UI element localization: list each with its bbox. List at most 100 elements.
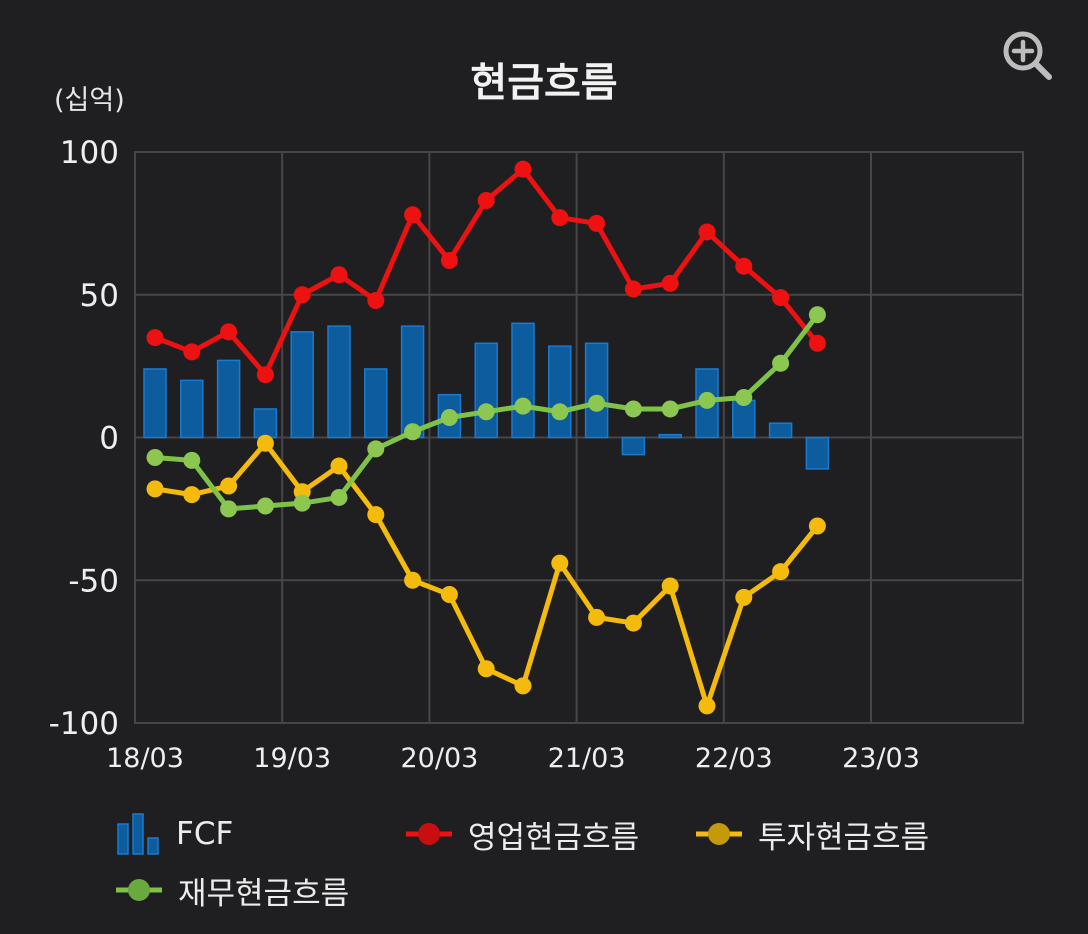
financing-point — [661, 400, 679, 418]
financing-point — [293, 494, 311, 512]
operating-point — [772, 289, 790, 307]
fcf-bar — [216, 359, 241, 439]
legend-label-fcf: FCF — [176, 816, 234, 852]
fcf-bar — [474, 342, 498, 439]
operating-point — [183, 343, 201, 361]
financing-point — [404, 423, 422, 441]
legend-label-investing: 투자현금흐름 — [758, 819, 930, 856]
fcf-bar — [400, 325, 425, 439]
x-tick-label: 22/03 — [695, 743, 773, 774]
investing-point — [183, 486, 201, 504]
investing-point — [256, 434, 274, 452]
x-tick-label: 18/03 — [106, 743, 184, 774]
investing-point — [551, 554, 569, 572]
fcf-bar — [548, 345, 572, 439]
y-tick-label: 50 — [80, 278, 119, 314]
operating-point — [440, 251, 458, 269]
y-tick-label: 100 — [60, 135, 119, 171]
line-legend-icon — [116, 879, 162, 901]
legend-item-investing[interactable]: 투자현금흐름 — [696, 812, 929, 856]
investing-point — [440, 586, 458, 604]
investing-point — [477, 660, 495, 678]
financing-point — [514, 397, 532, 415]
fcf-bar — [180, 379, 204, 439]
investing-point — [330, 457, 348, 475]
operating-point — [220, 323, 238, 341]
financing-point — [772, 354, 790, 372]
financing-point — [588, 394, 606, 412]
chart-title: 현금흐름 — [470, 60, 618, 106]
bar-legend-icon — [117, 813, 159, 855]
zoom-in-icon[interactable] — [1000, 28, 1054, 82]
fcf-bar — [511, 322, 535, 439]
fcf-bar — [327, 325, 351, 439]
operating-point — [588, 214, 606, 232]
operating-point — [735, 257, 753, 275]
y-tick-label: 0 — [99, 421, 119, 457]
line-legend-icon — [696, 823, 742, 845]
operating-point — [330, 266, 348, 284]
financing-point — [330, 488, 348, 506]
y-tick-label: -50 — [68, 563, 119, 599]
investing-point — [624, 614, 642, 632]
fcf-bar — [658, 433, 682, 439]
operating-point — [698, 223, 716, 241]
fcf-bar — [290, 331, 314, 439]
fcf-bar — [253, 408, 278, 439]
operating-point — [808, 334, 826, 352]
financing-point — [808, 306, 826, 324]
operating-point — [477, 192, 495, 210]
fcf-bar — [768, 422, 793, 439]
operating-point — [624, 280, 642, 298]
financing-point — [698, 391, 716, 409]
x-tick-label: 21/03 — [548, 743, 626, 774]
investing-point — [220, 477, 238, 495]
legend-label-operating: 영업현금흐름 — [468, 819, 640, 856]
financing-point — [624, 400, 642, 418]
financing-point — [146, 448, 164, 466]
legend-item-financing[interactable]: 재무현금흐름 — [116, 868, 349, 912]
financing-point — [220, 500, 238, 518]
x-tick-label: 20/03 — [400, 743, 478, 774]
x-tick-label: 19/03 — [253, 743, 331, 774]
operating-point — [367, 291, 385, 309]
financing-point — [256, 497, 274, 515]
financing-point — [477, 403, 495, 421]
operating-point — [551, 209, 569, 227]
operating-point — [293, 286, 311, 304]
investing-point — [772, 563, 790, 581]
legend-item-operating[interactable]: 영업현금흐름 — [406, 812, 639, 856]
fcf-bar — [143, 368, 167, 439]
legend-label-financing: 재무현금흐름 — [178, 875, 350, 912]
investing-point — [698, 697, 716, 715]
investing-point — [588, 608, 606, 626]
financing-point — [735, 389, 753, 407]
operating-point — [661, 274, 679, 292]
fcf-bar — [584, 342, 609, 439]
financing-point — [183, 451, 201, 469]
investing-point — [735, 588, 753, 606]
fcf-bar — [364, 368, 388, 439]
line-legend-icon — [406, 823, 452, 845]
investing-point — [404, 571, 422, 589]
fcf-bar — [621, 436, 646, 456]
legend-item-fcf[interactable]: FCF — [116, 812, 233, 856]
investing-point — [808, 517, 826, 535]
investing-point — [367, 506, 385, 524]
operating-point — [146, 329, 164, 347]
financing-point — [551, 403, 569, 421]
unit-label: (십억) — [54, 85, 125, 116]
y-tick-label: -100 — [49, 706, 119, 742]
fcf-bar — [805, 436, 830, 470]
investing-point — [661, 577, 679, 595]
operating-point — [404, 206, 422, 224]
investing-point — [146, 480, 164, 498]
financing-point — [440, 409, 458, 427]
operating-point — [514, 160, 532, 178]
financing-point — [367, 440, 385, 458]
operating-point — [256, 366, 274, 384]
investing-point — [514, 677, 532, 695]
x-tick-label: 23/03 — [842, 743, 920, 774]
